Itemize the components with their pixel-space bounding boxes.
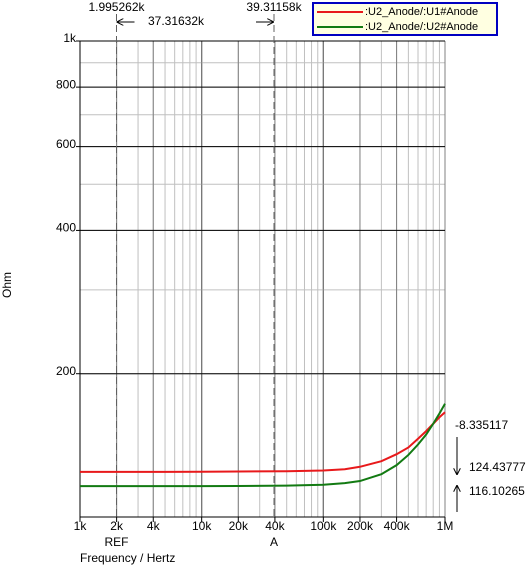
cursor-value: 1.995262k: [88, 0, 145, 14]
cursor-name: REF: [104, 535, 128, 549]
legend-label: :U2_Anode/:U1#Anode: [365, 6, 478, 18]
y-tick-label: 200: [56, 364, 76, 378]
readout: -8.335117: [455, 418, 508, 432]
x-axis-label: Frequency / Hertz: [80, 551, 175, 565]
y-axis-label: Ohm: [0, 272, 14, 298]
cursor-name: A: [270, 535, 278, 549]
x-tick-label: 40k: [265, 519, 285, 533]
cursor-delta: 37.31632k: [148, 14, 205, 28]
y-tick-label: 600: [56, 137, 76, 151]
x-tick-label: 1k: [74, 519, 88, 533]
x-tick-label: 100k: [310, 519, 337, 533]
readout: 124.43777: [469, 460, 526, 474]
x-tick-label: 20k: [229, 519, 249, 533]
cursor-value: 39.31158k: [246, 0, 302, 14]
x-tick-label: 400k: [384, 519, 411, 533]
legend-box: [312, 2, 498, 36]
series-line: [80, 411, 446, 473]
y-tick-label: 800: [56, 77, 76, 91]
x-tick-label: 2k: [110, 519, 124, 533]
x-tick-label: 10k: [192, 519, 212, 533]
series-line: [80, 403, 446, 488]
legend-label: :U2_Anode/:U2#Anode: [365, 21, 478, 33]
x-tick-label: 1M: [437, 519, 454, 533]
y-tick-label: 400: [56, 221, 76, 235]
y-tick-label: 1k: [63, 31, 77, 45]
x-tick-label: 200k: [347, 519, 374, 533]
x-tick-label: 4k: [147, 519, 161, 533]
readout: 116.10265: [469, 484, 525, 498]
